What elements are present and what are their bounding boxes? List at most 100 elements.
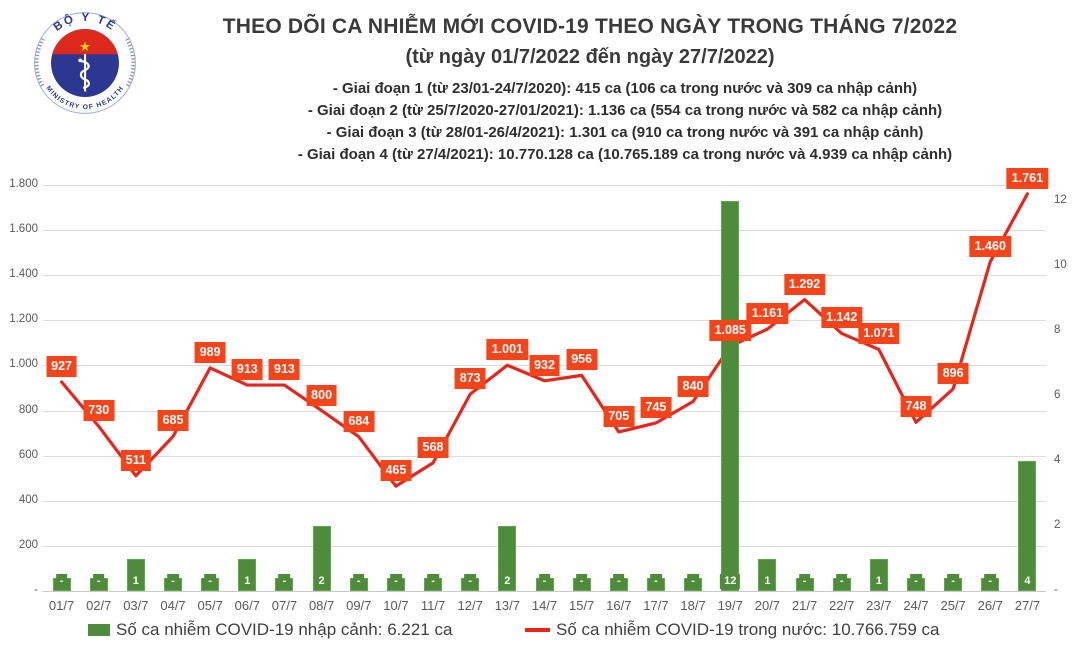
left-axis-tick-label: 1.000 [9,358,38,371]
imported-cases-bar-label: 2 [500,574,515,589]
domestic-cases-data-label: 465 [380,460,412,482]
phase-note: - Giai đoạn 3 (từ 28/01-26/4/2021): 1.30… [326,124,924,141]
x-axis-date-label: 16/7 [606,598,632,613]
domestic-cases-data-label: 1.071 [858,323,900,345]
domestic-cases-data-label: 1.001 [486,339,528,361]
imported-cases-bar-label: - [167,574,179,589]
moh-emblem-icon: ★ BỘ Y TẾ MINISTRY OF HEALTH [34,12,136,114]
imported-cases-bar-label: - [352,574,365,589]
x-axis-date-label: 14/7 [531,598,558,613]
imported-cases-bar-label: - [278,574,291,589]
domestic-cases-data-label: 684 [343,410,375,432]
x-axis-date-label: 27/7 [1014,598,1041,613]
x-axis-date-label: 25/7 [940,598,966,613]
x-axis-date-label: 24/7 [903,598,929,613]
x-axis-date-label: 06/7 [234,598,260,613]
legend-label-imported: Số ca nhiễm COVID-19 nhập cảnh: 6.221 ca [116,620,453,639]
x-axis-date-label: 01/7 [48,598,75,613]
chart-legend: Số ca nhiễm COVID-19 nhập cảnh: 6.221 ca… [0,620,1082,647]
domestic-cases-data-label: 800 [306,384,338,406]
domestic-cases-data-label: 927 [46,355,77,377]
left-axis-tick-label: 400 [18,493,38,506]
imported-cases-bar-label: 1 [871,574,886,589]
gridline [43,545,1046,547]
left-axis-tick-label: 800 [18,403,38,416]
x-axis-line [43,591,1046,592]
gridline [43,275,1046,277]
phase-note: - Giai đoạn 1 (từ 23/01-24/7/2020): 415 … [332,80,918,97]
right-axis-tick-label: 12 [1054,194,1067,207]
imported-cases-swatch-icon [88,624,110,636]
right-axis-tick-label: 2 [1054,519,1061,532]
imported-cases-bar-label: - [798,574,811,589]
domestic-cases-data-label: 1.292 [783,273,826,295]
legend-label-domestic: Số ca nhiễm COVID-19 trong nước: 10.766.… [556,620,940,639]
domestic-cases-data-label: 989 [194,341,226,363]
domestic-cases-data-label: 1.085 [709,320,751,342]
imported-cases-bar-label: - [390,574,402,589]
asclepius-snake-icon [78,59,91,89]
x-axis-date-label: 10/7 [383,598,409,613]
imported-cases-bar-label: - [687,574,699,589]
gridline [43,410,1046,412]
ministry-of-health-logo: ★ BỘ Y TẾ MINISTRY OF HEALTH [30,6,140,124]
domestic-cases-data-label: 956 [566,349,598,371]
imported-cases-bar-label: - [612,574,625,589]
imported-cases-bar-label: - [984,574,997,589]
domestic-cases-data-label: 1.460 [969,235,1011,257]
phase-note: - Giai đoạn 2 (từ 25/7/2020-27/01/2021):… [307,102,943,119]
chart-header: THEO DÕI CA NHIỄM MỚI COVID-19 THEO NGÀY… [150,14,1030,70]
domestic-cases-data-label: 873 [454,368,486,390]
x-axis-date-label: 23/7 [866,598,892,613]
imported-cases-bar-label: - [910,574,922,589]
domestic-cases-data-label: 748 [900,396,932,418]
x-axis-date-label: 05/7 [197,598,223,613]
page-subtitle: (từ ngày 01/7/2022 đến ngày 27/7/2022) [405,46,775,68]
imported-cases-bar-label: - [204,574,216,589]
imported-cases-bar-label: - [575,574,588,589]
left-axis-tick-label: 1.600 [9,223,38,236]
right-axis-tick-label: - [1054,584,1058,596]
imported-cases-bar-label: 12 [720,574,741,589]
gridline [43,455,1046,457]
domestic-cases-data-label: 511 [120,449,151,471]
left-axis-tick-label: 1.200 [9,313,38,326]
domestic-cases-data-label: 896 [937,362,969,384]
gridline [43,230,1046,232]
domestic-cases-data-label: 913 [269,359,300,381]
right-axis-tick-label: 8 [1054,324,1061,337]
legend-item-imported: Số ca nhiễm COVID-19 nhập cảnh: 6.221 ca [88,620,452,640]
x-axis-date-label: 08/7 [308,598,335,613]
imported-cases-bar-label: - [464,574,477,589]
right-axis-tick-label: 6 [1054,389,1061,402]
imported-cases-bar-label: 1 [760,574,775,589]
imported-cases-bar-label: - [55,574,68,589]
left-axis-tick-label: - [34,584,38,596]
x-axis-date-label: 18/7 [680,598,706,613]
gridline [43,500,1046,502]
imported-cases-bar [721,201,740,591]
domestic-cases-data-label: 730 [83,400,115,422]
legend-item-domestic: Số ca nhiễm COVID-19 trong nước: 10.766.… [525,620,940,640]
page-title: THEO DÕI CA NHIỄM MỚI COVID-19 THEO NGÀY… [222,15,958,38]
x-axis-date-label: 13/7 [494,598,520,613]
x-axis-date-label: 09/7 [346,598,372,613]
left-axis-tick-label: 1.400 [9,268,38,281]
star-icon: ★ [79,39,91,54]
imported-cases-bar-label: - [92,574,105,589]
domestic-cases-data-label: 1.142 [821,307,863,329]
imported-cases-bar-label: 1 [240,574,255,589]
domestic-cases-data-label: 932 [529,354,560,376]
left-axis-tick-label: 200 [18,538,38,551]
x-axis-date-label: 07/7 [271,598,298,613]
x-axis-date-label: 17/7 [643,598,669,613]
imported-cases-bar-label: 2 [314,574,329,589]
domestic-cases-data-label: 568 [417,436,449,458]
left-axis-tick-label: 600 [18,448,38,461]
right-axis-tick-label: 4 [1054,454,1061,467]
domestic-cases-data-label: 840 [677,375,709,397]
domestic-cases-data-label: 705 [603,405,635,427]
